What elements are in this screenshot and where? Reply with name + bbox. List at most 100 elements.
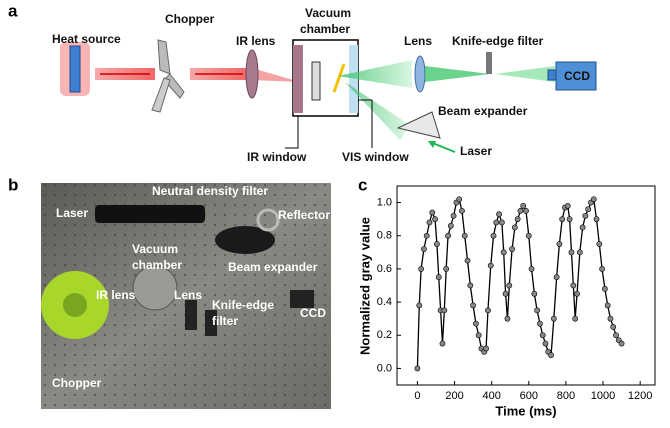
label: CCD <box>300 306 326 320</box>
label: Lens <box>174 288 202 302</box>
y-tick-label: 0.8 <box>377 230 392 242</box>
data-point <box>427 220 432 225</box>
x-tick-label: 200 <box>445 390 463 402</box>
data-point <box>613 333 618 338</box>
data-point <box>501 250 506 255</box>
x-tick-label: 0 <box>414 390 420 402</box>
ir-lens <box>246 50 258 98</box>
data-point <box>602 286 607 291</box>
label: Chopper <box>165 12 215 26</box>
y-tick-label: 0.4 <box>377 296 392 308</box>
y-tick-label: 0.0 <box>377 362 392 374</box>
data-point <box>532 291 537 296</box>
label: chamber <box>300 22 350 36</box>
y-axis-label: Normalized gray value <box>357 217 372 355</box>
y-tick-label: 0.6 <box>377 263 392 275</box>
label: Laser <box>56 206 88 220</box>
panel-label: b <box>8 175 18 194</box>
data-point <box>619 341 624 346</box>
data-point <box>537 321 542 326</box>
x-tick-label: 1000 <box>591 390 615 402</box>
label: Vacuum <box>305 6 351 20</box>
label: Lens <box>404 34 432 48</box>
data-point <box>518 208 523 213</box>
y-tick-label: 1.0 <box>377 196 392 208</box>
data-point <box>509 246 514 251</box>
label: IR lens <box>236 34 276 48</box>
data-point <box>540 333 545 338</box>
label: Heat source <box>52 32 121 46</box>
data-point <box>485 308 490 313</box>
data-point <box>444 266 449 271</box>
data-point <box>436 275 441 280</box>
heat-source <box>70 46 80 92</box>
x-tick-label: 400 <box>482 390 500 402</box>
data-point <box>459 208 464 213</box>
data-point <box>580 225 585 230</box>
data-point <box>499 220 504 225</box>
data-point <box>496 212 501 217</box>
data-point <box>535 308 540 313</box>
label: Knife-edge <box>212 298 274 312</box>
label: Beam expander <box>228 260 318 274</box>
data-point <box>415 366 420 371</box>
label: IR window <box>247 150 307 164</box>
data-point <box>483 346 488 351</box>
chamber-device <box>133 266 177 310</box>
data-point <box>471 303 476 308</box>
vis-beam <box>425 66 490 82</box>
chopper-device <box>63 293 87 317</box>
data-point <box>594 217 599 222</box>
data-point <box>424 233 429 238</box>
label: Vacuum <box>132 242 178 256</box>
ir-window <box>293 45 303 113</box>
data-point <box>554 275 559 280</box>
data-point <box>515 217 520 222</box>
x-tick-label: 800 <box>557 390 575 402</box>
data-point <box>548 353 553 358</box>
data-point <box>573 316 578 321</box>
figure: a Heat source Chopper IR lens Vacuum cha… <box>0 0 670 428</box>
label: Neutral density filter <box>152 184 268 198</box>
data-point <box>591 197 596 202</box>
data-point <box>512 225 517 230</box>
data-point <box>567 217 572 222</box>
data-point <box>529 266 534 271</box>
data-point <box>605 303 610 308</box>
data-point <box>526 233 531 238</box>
data-point <box>521 203 526 208</box>
data-point <box>434 241 439 246</box>
data-point <box>543 341 548 346</box>
label: VIS window <box>342 150 409 164</box>
data-point <box>586 207 591 212</box>
label: Beam expander <box>438 104 528 118</box>
data-point <box>457 197 462 202</box>
data-point <box>551 316 556 321</box>
data-point <box>448 223 453 228</box>
ccd-lens <box>548 70 556 80</box>
lens-device <box>185 300 197 330</box>
data-point <box>442 308 447 313</box>
data-point <box>473 321 478 326</box>
data-point <box>430 210 435 215</box>
data-point <box>451 213 456 218</box>
data-point <box>421 246 426 251</box>
leader-line <box>285 116 298 148</box>
data-point <box>503 291 508 296</box>
data-point <box>465 258 470 263</box>
data-point <box>597 241 602 246</box>
knife-edge-filter <box>486 52 492 74</box>
data-point <box>494 220 499 225</box>
laser-device <box>95 205 205 223</box>
panel-label: c <box>358 175 367 194</box>
label: IR lens <box>96 288 136 302</box>
data-point <box>565 203 570 208</box>
label: Reflector <box>278 208 330 222</box>
x-tick-label: 600 <box>520 390 538 402</box>
data-point <box>507 283 512 288</box>
data-point <box>577 250 582 255</box>
data-point <box>560 217 565 222</box>
data-point <box>557 241 562 246</box>
data-point <box>445 233 450 238</box>
